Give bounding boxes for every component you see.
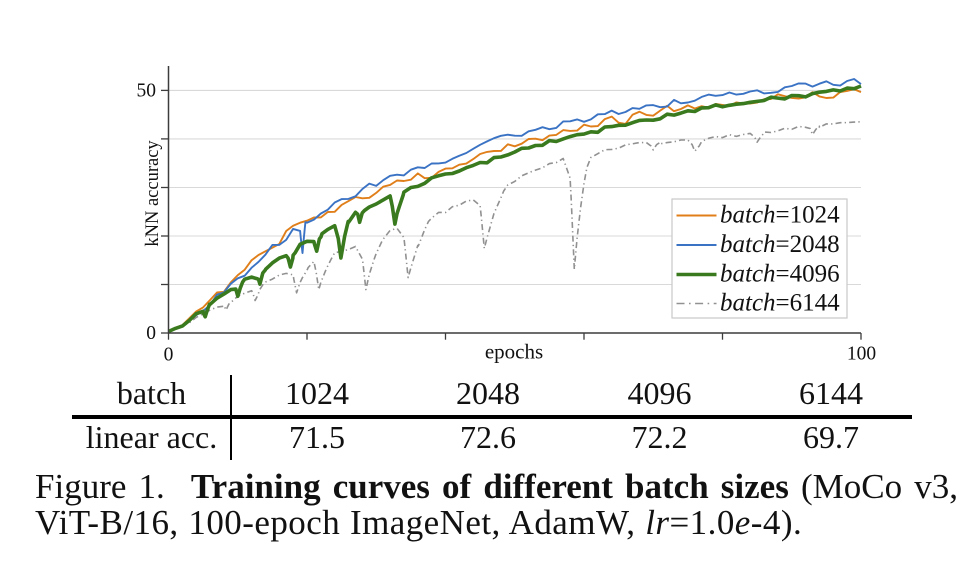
svg-text:batch=6144: batch=6144 [720, 290, 840, 317]
svg-text:batch=4096: batch=4096 [720, 261, 840, 288]
svg-text:batch=1024: batch=1024 [720, 202, 840, 229]
svg-text:epochs: epochs [485, 340, 543, 364]
svg-text:100: 100 [847, 344, 876, 365]
svg-text:kNN accuracy: kNN accuracy [143, 140, 163, 247]
svg-text:50: 50 [137, 81, 157, 102]
svg-text:0: 0 [146, 323, 156, 344]
svg-text:0: 0 [164, 345, 174, 366]
svg-text:batch=2048: batch=2048 [720, 231, 840, 258]
